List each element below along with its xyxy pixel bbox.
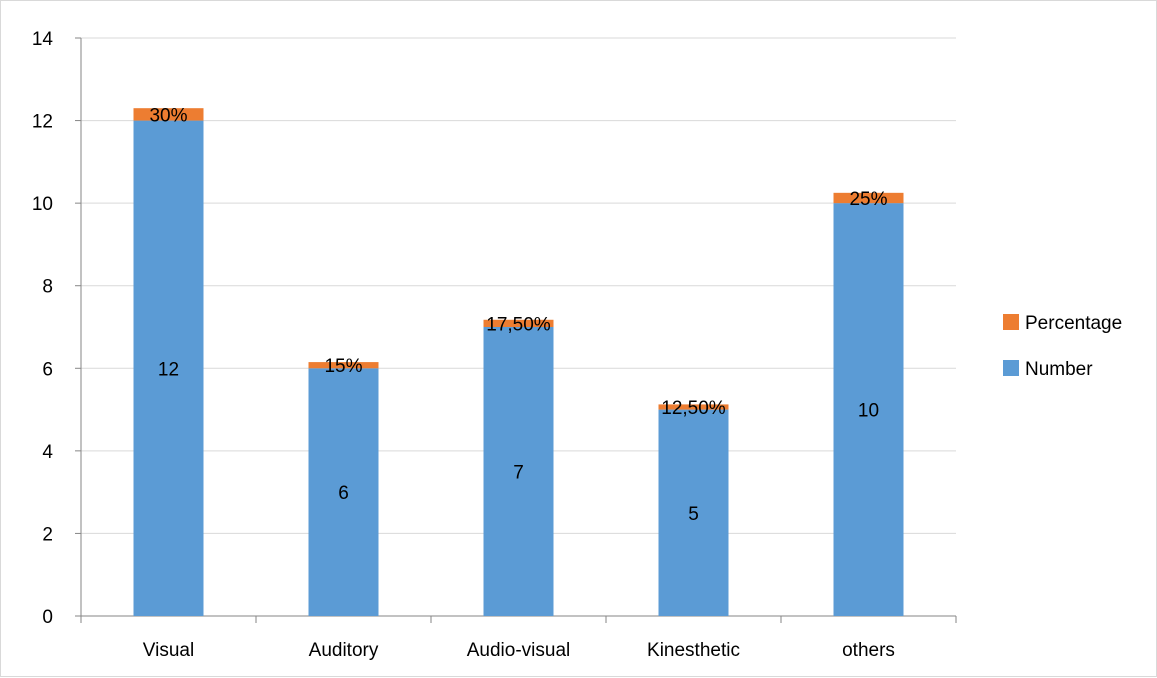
bar-percentage-visual bbox=[133, 108, 204, 121]
x-category-label-visual: Visual bbox=[143, 640, 194, 661]
legend-swatch-percentage bbox=[1003, 314, 1019, 330]
bar-percentage-kinesthetic bbox=[658, 404, 729, 410]
x-category-label-others: others bbox=[842, 640, 895, 661]
legend-label-percentage: Percentage bbox=[1025, 313, 1122, 334]
bar-percentage-audio-visual bbox=[483, 319, 554, 327]
data-label-number-kinesthetic: 5 bbox=[688, 504, 699, 525]
y-tick-label-2: 2 bbox=[42, 524, 53, 545]
data-label-percentage-audio-visual: 17,50% bbox=[486, 314, 551, 335]
x-category-label-audio-visual: Audio-visual bbox=[467, 640, 571, 661]
data-label-percentage-kinesthetic: 12,50% bbox=[661, 398, 726, 419]
legend-label-number: Number bbox=[1025, 359, 1093, 380]
data-label-percentage-visual: 30% bbox=[149, 105, 187, 126]
bar-number-auditory bbox=[308, 368, 379, 616]
data-label-number-visual: 12 bbox=[158, 359, 179, 380]
bar-number-others bbox=[833, 203, 904, 616]
y-tick-label-8: 8 bbox=[42, 277, 53, 298]
data-label-number-auditory: 6 bbox=[338, 483, 349, 504]
legend-swatch-number bbox=[1003, 360, 1019, 376]
y-tick-label-0: 0 bbox=[42, 607, 53, 628]
data-labels: 12 30% 6 15% 7 17,50% 5 12,50% 10 25% bbox=[149, 105, 887, 524]
bar-percentage-others bbox=[833, 192, 904, 204]
y-tick-label-6: 6 bbox=[42, 359, 53, 380]
x-category-label-auditory: Auditory bbox=[309, 640, 379, 661]
bar-percentage-auditory bbox=[308, 362, 379, 369]
data-label-number-audio-visual: 7 bbox=[513, 463, 524, 484]
bars bbox=[133, 108, 904, 617]
data-label-percentage-auditory: 15% bbox=[324, 356, 362, 377]
bar-number-visual bbox=[133, 120, 204, 617]
bar-number-audio-visual bbox=[483, 327, 554, 616]
bar-number-kinesthetic bbox=[658, 409, 729, 616]
data-label-number-others: 10 bbox=[858, 401, 879, 422]
y-tick-label-4: 4 bbox=[42, 442, 53, 463]
x-category-label-kinesthetic: Kinesthetic bbox=[647, 640, 740, 661]
y-tick-label-10: 10 bbox=[32, 194, 53, 215]
legend: Percentage Number bbox=[1003, 313, 1122, 380]
data-label-percentage-others: 25% bbox=[849, 189, 887, 210]
y-tick-label-14: 14 bbox=[32, 29, 54, 50]
y-tick-label-12: 12 bbox=[32, 112, 53, 133]
